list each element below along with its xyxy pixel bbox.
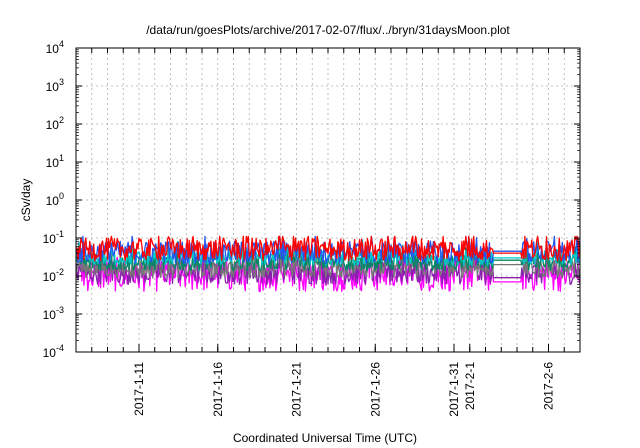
y-tick-label: 10-1 xyxy=(43,229,64,246)
x-tick-label: 2017-2-1 xyxy=(463,362,477,410)
y-tick-label: 104 xyxy=(46,39,64,56)
x-axis-label: Coordinated Universal Time (UTC) xyxy=(233,431,417,445)
y-tick-labels: 10-4 10-3 10-2 10-1 100 101 102 103 104 xyxy=(43,39,64,360)
plot-area xyxy=(75,47,581,353)
x-tick-label: 2017-2-6 xyxy=(542,362,556,410)
x-tick-label: 2017-1-26 xyxy=(368,362,382,417)
series-layer xyxy=(75,235,581,293)
ticks xyxy=(76,47,580,353)
x-tick-label: 2017-1-31 xyxy=(447,362,461,417)
y-axis-label: cSv/day xyxy=(19,179,33,222)
chart-title: /data/run/goesPlots/archive/2017-02-07/f… xyxy=(146,23,510,37)
grid xyxy=(76,48,580,352)
y-tick-label: 100 xyxy=(46,191,64,208)
series-line xyxy=(75,247,581,279)
series-line xyxy=(75,235,581,262)
y-tick-label: 10-4 xyxy=(43,343,64,360)
x-tick-labels: 2017-1-11 2017-1-16 2017-1-21 2017-1-26 2017… xyxy=(132,362,556,417)
x-tick-label: 2017-1-11 xyxy=(132,362,146,416)
y-tick-label: 10-3 xyxy=(43,305,64,322)
x-tick-label: 2017-1-21 xyxy=(290,362,304,417)
y-tick-label: 10-2 xyxy=(43,267,64,284)
x-tick-label: 2017-1-16 xyxy=(211,362,225,417)
y-tick-label: 101 xyxy=(46,153,64,170)
y-tick-label: 102 xyxy=(46,115,64,132)
y-tick-label: 103 xyxy=(46,77,64,94)
